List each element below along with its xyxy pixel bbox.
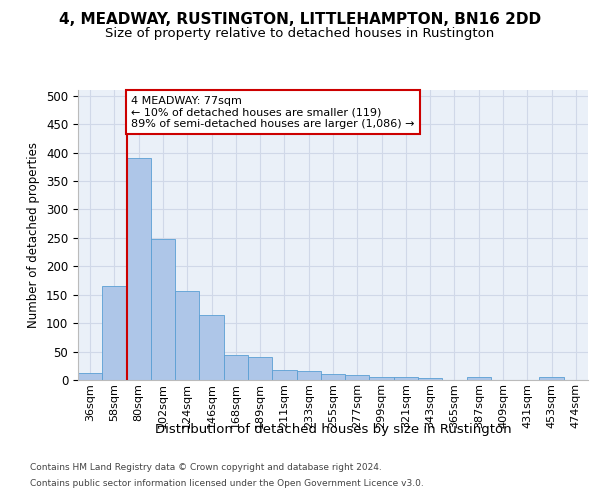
Bar [370,376,394,380]
Bar [224,355,248,380]
Bar [345,375,370,380]
Bar [539,377,564,380]
Text: 4, MEADWAY, RUSTINGTON, LITTLEHAMPTON, BN16 2DD: 4, MEADWAY, RUSTINGTON, LITTLEHAMPTON, B… [59,12,541,28]
Bar [175,290,199,380]
Bar [199,315,224,380]
Text: Contains HM Land Registry data © Crown copyright and database right 2024.: Contains HM Land Registry data © Crown c… [30,462,382,471]
Bar [321,374,345,380]
Bar [394,377,418,380]
Bar [272,370,296,380]
Text: Size of property relative to detached houses in Rustington: Size of property relative to detached ho… [106,28,494,40]
Bar [296,372,321,380]
Y-axis label: Number of detached properties: Number of detached properties [28,142,40,328]
Bar [102,286,127,380]
Text: 4 MEADWAY: 77sqm
← 10% of detached houses are smaller (119)
89% of semi-detached: 4 MEADWAY: 77sqm ← 10% of detached house… [131,96,415,129]
Bar [418,378,442,380]
Text: Distribution of detached houses by size in Rustington: Distribution of detached houses by size … [155,422,511,436]
Bar [467,377,491,380]
Bar [151,239,175,380]
Bar [127,158,151,380]
Bar [248,358,272,380]
Bar [78,372,102,380]
Text: Contains public sector information licensed under the Open Government Licence v3: Contains public sector information licen… [30,479,424,488]
